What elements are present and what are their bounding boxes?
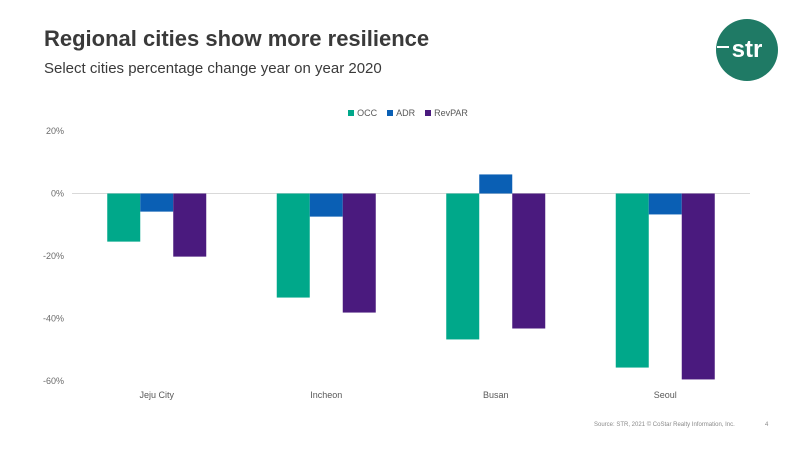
x-tick-label: Jeju City [139,390,174,400]
logo-underline [717,46,729,48]
x-axis: Jeju City Incheon Busan Seoul [139,390,676,400]
bar-revpar-jeju-city [173,193,207,257]
bar-occ-jeju-city [107,193,141,242]
y-tick-label: -60% [43,376,64,386]
legend-item-adr: ADR [387,108,415,118]
legend-swatch-revpar [425,110,432,116]
page-subtitle: Select cities percentage change year on … [44,60,382,77]
bar-occ-incheon [276,193,310,298]
x-tick-label: Incheon [310,390,342,400]
legend-label-revpar: RevPAR [434,108,468,118]
page-number: 4 [765,422,769,428]
y-axis: 20% 0% -20% -40% -60% [43,126,64,386]
legend-swatch-occ [348,110,355,116]
legend-label-occ: OCC [357,108,378,118]
legend-item-occ: OCC [348,108,377,118]
bar-revpar-busan [512,193,546,329]
legend-label-adr: ADR [396,108,416,118]
x-tick-label: Seoul [654,390,677,400]
bar-occ-busan [446,193,480,340]
chart-legend: OCC ADR RevPAR [0,108,800,118]
y-tick-label: 20% [46,126,64,136]
bar-adr-incheon [309,193,343,217]
bar-occ-seoul [615,193,649,368]
bars-group [107,174,715,380]
y-tick-label: -40% [43,314,64,324]
y-tick-label: 0% [51,189,64,199]
page-title: Regional cities show more resilience [44,26,430,51]
source-note: Source: STR, 2021 © CoStar Realty Inform… [594,422,735,428]
bar-revpar-seoul [681,193,715,380]
legend-swatch-adr [387,110,394,116]
y-tick-label: -20% [43,251,64,261]
logo-text: str [731,36,763,63]
legend-item-revpar: RevPAR [425,108,468,118]
bar-adr-seoul [648,193,682,215]
bar-adr-busan [479,174,513,194]
x-tick-label: Busan [483,390,509,400]
bar-adr-jeju-city [140,193,174,212]
str-logo: str [716,19,778,81]
bar-revpar-incheon [342,193,376,313]
